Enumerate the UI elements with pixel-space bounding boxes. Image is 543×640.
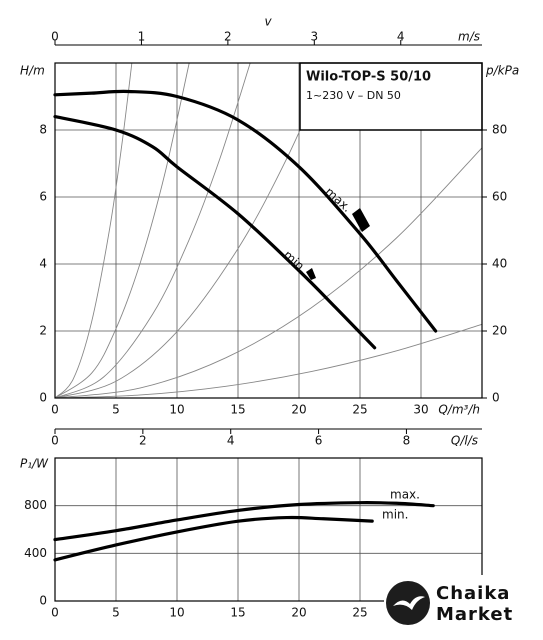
top-tick-label: 0 [51, 434, 59, 448]
y2-tick-label: 20 [492, 324, 507, 338]
x-tick-label: 30 [413, 403, 428, 417]
x-tick-label: 5 [112, 606, 120, 620]
y-tick-label: 0 [39, 391, 47, 405]
curve-marker [306, 268, 316, 280]
chart-subtitle: 1~230 V – DN 50 [306, 89, 401, 102]
x-tick-label: 0 [51, 403, 59, 417]
logo-bird [393, 596, 425, 610]
system-curve [54, 323, 483, 399]
y-axis-label: P₁/W [20, 457, 49, 471]
x-tick-label: 15 [230, 606, 245, 620]
y-tick-label: 800 [24, 498, 47, 512]
y-axis-label: H/m [20, 64, 45, 78]
y-tick-label: 6 [39, 190, 47, 204]
y2-tick-label: 80 [492, 123, 507, 137]
curve-label: max. [390, 488, 420, 502]
y2-axis-label: p/kPa [485, 64, 519, 78]
x-tick-label: 20 [291, 403, 306, 417]
top-tick-label: 8 [403, 434, 411, 448]
y-tick-label: 0 [39, 594, 47, 608]
logo-text: Market [436, 604, 513, 625]
top-axis-label: Q/l/s [451, 434, 478, 448]
x-tick-label: 10 [169, 606, 184, 620]
top-tick-label: 2 [224, 30, 232, 44]
x-tick-label: 10 [169, 403, 184, 417]
title-box [299, 62, 483, 131]
x-tick-label: 0 [51, 606, 59, 620]
curve-marker [352, 208, 370, 232]
system-curve [54, 62, 330, 399]
top-tick-label: 0 [51, 30, 59, 44]
top-axis-name: v [264, 15, 272, 29]
x-tick-label: 15 [230, 403, 245, 417]
y-tick-label: 2 [39, 324, 47, 338]
y-tick-label: 400 [24, 546, 47, 560]
y-tick-label: 4 [39, 257, 47, 271]
logo-text: Chaika [436, 583, 510, 604]
system-curve [54, 62, 190, 399]
x-tick-label: 25 [352, 606, 367, 620]
top-tick-label: 6 [315, 434, 323, 448]
top-tick-label: 1 [138, 30, 146, 44]
system-curve [54, 147, 483, 399]
plot-border [54, 62, 483, 399]
chart-title: Wilo-TOP-S 50/10 [306, 70, 431, 85]
y-tick-label: 8 [39, 123, 47, 137]
x-axis-label: Q/m³/h [438, 403, 480, 417]
series-line [53, 115, 377, 350]
x-tick-label: 5 [112, 403, 120, 417]
top-tick-label: 4 [397, 30, 405, 44]
x-tick-label: 25 [352, 403, 367, 417]
top-tick-label: 4 [227, 434, 235, 448]
system-curve [54, 62, 251, 399]
y2-tick-label: 60 [492, 190, 507, 204]
curve-label: min. [382, 508, 408, 522]
top-axis-label: m/s [458, 30, 480, 44]
plot-border [54, 457, 483, 602]
x-tick-label: 20 [291, 606, 306, 620]
series-line [53, 501, 435, 542]
top-tick-label: 2 [139, 434, 147, 448]
y2-tick-label: 40 [492, 257, 507, 271]
series-line [53, 515, 374, 562]
series-line [53, 89, 438, 333]
top-tick-label: 3 [310, 30, 318, 44]
y2-tick-label: 0 [492, 391, 500, 405]
system-curve [54, 62, 133, 399]
